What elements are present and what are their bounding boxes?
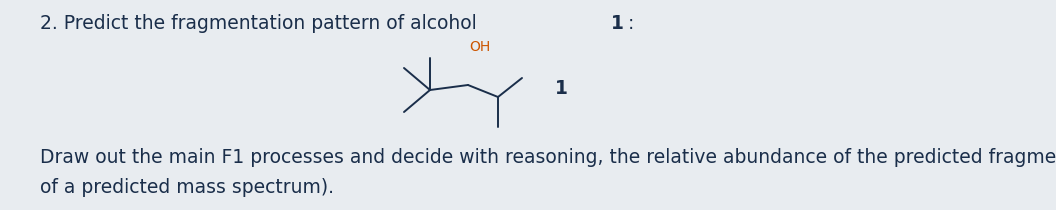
Text: 2. Predict the fragmentation pattern of alcohol: 2. Predict the fragmentation pattern of …: [40, 14, 483, 33]
Text: :: :: [628, 14, 635, 33]
Text: Draw out the main F1 processes and decide with reasoning, the relative abundance: Draw out the main F1 processes and decid…: [40, 148, 1056, 167]
Text: OH: OH: [469, 40, 491, 54]
Text: of a predicted mass spectrum).: of a predicted mass spectrum).: [40, 178, 334, 197]
Text: 1: 1: [611, 14, 624, 33]
Text: 1: 1: [555, 79, 568, 97]
